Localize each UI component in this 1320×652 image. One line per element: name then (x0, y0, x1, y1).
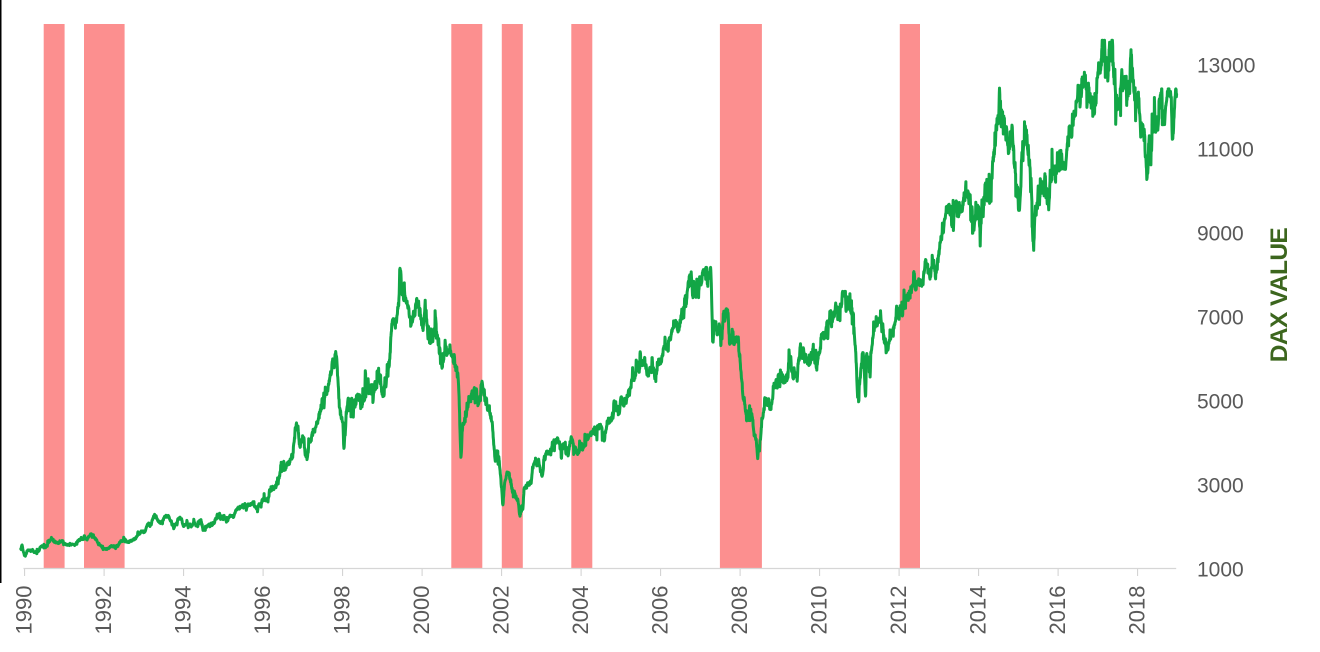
svg-text:1992: 1992 (91, 586, 116, 635)
svg-text:13000: 13000 (1197, 55, 1255, 78)
svg-text:1996: 1996 (250, 586, 275, 635)
svg-text:11000: 11000 (1197, 139, 1254, 162)
svg-text:1990: 1990 (12, 586, 37, 635)
svg-text:1994: 1994 (171, 586, 196, 635)
svg-text:2008: 2008 (727, 586, 752, 635)
svg-text:2016: 2016 (1045, 586, 1070, 635)
svg-text:2006: 2006 (648, 586, 673, 635)
svg-text:DAX VALUE: DAX VALUE (1266, 228, 1293, 363)
svg-text:2018: 2018 (1125, 586, 1150, 635)
svg-text:2010: 2010 (807, 586, 832, 635)
svg-text:2004: 2004 (568, 586, 593, 635)
svg-text:7000: 7000 (1197, 307, 1244, 330)
svg-text:2012: 2012 (886, 586, 911, 635)
svg-text:1000: 1000 (1197, 559, 1244, 582)
svg-text:9000: 9000 (1197, 223, 1244, 246)
svg-text:2000: 2000 (409, 586, 434, 635)
svg-text:2002: 2002 (489, 586, 514, 635)
svg-text:5000: 5000 (1197, 391, 1244, 414)
svg-text:2014: 2014 (966, 586, 991, 635)
svg-text:1998: 1998 (330, 586, 355, 635)
svg-text:3000: 3000 (1197, 475, 1244, 498)
